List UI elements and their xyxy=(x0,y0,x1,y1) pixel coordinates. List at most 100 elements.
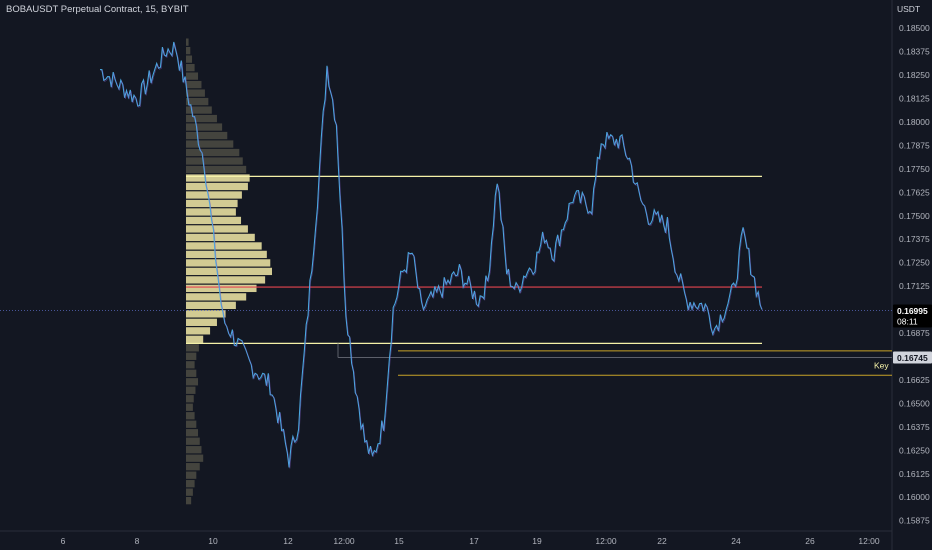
profile-bar xyxy=(186,497,192,505)
profile-bar xyxy=(186,114,217,123)
profile-bar xyxy=(186,97,209,106)
price-tick-label: 0.15875 xyxy=(899,516,930,526)
profile-bar xyxy=(186,148,240,157)
price-tick-label: 0.18125 xyxy=(899,94,930,104)
key-label: Key xyxy=(874,360,889,370)
profile-bar xyxy=(186,216,242,225)
price-tick-label: 0.17500 xyxy=(899,211,930,221)
profile-bar xyxy=(186,429,199,437)
profile-bar xyxy=(186,182,248,191)
time-tick-label: 8 xyxy=(135,536,140,546)
profile-bar xyxy=(186,199,238,208)
profile-bar xyxy=(186,123,223,131)
time-axis[interactable]: 6 8 10 12 12:00 15 17 19 12:00 22 24 26 12:00 xyxy=(61,536,880,546)
profile-bar xyxy=(186,310,226,318)
profile-bar xyxy=(186,446,202,454)
profile-bar xyxy=(186,38,189,46)
time-tick-label: 26 xyxy=(805,536,815,546)
profile-bar xyxy=(186,318,217,326)
profile-bar xyxy=(186,352,197,360)
profile-bar xyxy=(186,471,197,479)
time-tick-label: 19 xyxy=(532,536,542,546)
profile-bar xyxy=(186,301,236,310)
profile-bar xyxy=(186,55,193,63)
price-tick-label: 0.16250 xyxy=(899,445,930,455)
price-tick-label: 0.18375 xyxy=(899,47,930,57)
time-tick-label: 22 xyxy=(657,536,667,546)
bar-countdown: 08:11 xyxy=(897,317,918,327)
price-tick-label: 0.16875 xyxy=(899,328,930,338)
time-tick-label: 17 xyxy=(469,536,479,546)
profile-bar xyxy=(186,395,194,403)
time-tick-label: 15 xyxy=(394,536,404,546)
profile-bar xyxy=(186,225,248,233)
profile-bar xyxy=(186,157,243,165)
profile-bar xyxy=(186,250,267,259)
profile-bar xyxy=(186,454,204,462)
symbol-title[interactable]: BOBAUSDT Perpetual Contract, 15, BYBIT xyxy=(6,4,189,15)
profile-bar xyxy=(186,267,272,276)
profile-bar xyxy=(186,80,202,89)
price-tick-label: 0.17125 xyxy=(899,281,930,291)
profile-bar xyxy=(186,72,199,80)
profile-bar xyxy=(186,327,211,335)
profile-bar xyxy=(186,344,199,352)
price-tick-label: 0.16625 xyxy=(899,375,930,385)
price-tick-label: 0.18250 xyxy=(899,70,930,80)
profile-bar xyxy=(186,276,266,284)
currency-label: USDT xyxy=(897,4,921,14)
time-tick-label: 12:00 xyxy=(858,536,880,546)
price-tick-label: 0.17625 xyxy=(899,187,930,197)
last-price-badge xyxy=(893,304,932,328)
level-lines xyxy=(0,175,892,376)
price-tick-label: 0.17375 xyxy=(899,234,930,244)
profile-bar xyxy=(186,106,212,114)
profile-bar xyxy=(186,420,197,428)
price-tick-label: 0.17875 xyxy=(899,140,930,150)
profile-bar xyxy=(186,293,247,301)
key-price-value: 0.16745 xyxy=(897,353,928,363)
price-tick-label: 0.17250 xyxy=(899,258,930,268)
time-tick-label: 10 xyxy=(208,536,218,546)
price-tick-label: 0.18500 xyxy=(899,23,930,33)
time-tick-label: 12 xyxy=(283,536,293,546)
profile-bar xyxy=(186,191,242,199)
profile-bar xyxy=(186,378,199,386)
price-tick-label: 0.16500 xyxy=(899,398,930,408)
time-tick-label: 12:00 xyxy=(333,536,355,546)
profile-bar xyxy=(186,488,193,496)
profile-bar xyxy=(186,63,195,72)
price-tick-label: 0.16125 xyxy=(899,469,930,479)
profile-bar xyxy=(186,259,271,267)
time-tick-label: 6 xyxy=(61,536,66,546)
profile-bar xyxy=(186,46,191,55)
profile-bar xyxy=(186,233,255,242)
last-price-value: 0.16995 xyxy=(897,306,928,316)
price-tick-label: 0.18000 xyxy=(899,117,930,127)
profile-bar xyxy=(186,361,195,369)
profile-bar xyxy=(186,89,205,97)
price-series xyxy=(99,41,764,469)
key-label-bg xyxy=(872,360,890,371)
profile-bar xyxy=(186,403,193,411)
profile-bar xyxy=(186,140,234,148)
profile-bar xyxy=(186,463,200,471)
time-tick-label: 12:00 xyxy=(595,536,617,546)
profile-bar xyxy=(186,480,195,488)
profile-bar xyxy=(186,131,228,140)
time-tick-label: 24 xyxy=(731,536,741,546)
price-tick-label: 0.16000 xyxy=(899,492,930,502)
price-wick-line xyxy=(100,43,764,469)
price-axis[interactable]: 0.18500 0.18375 0.18250 0.18125 0.18000 0.178… xyxy=(899,23,930,526)
profile-bar xyxy=(186,242,262,250)
profile-bar xyxy=(186,412,195,420)
profile-bar xyxy=(186,369,197,377)
profile-bar xyxy=(186,284,257,293)
price-line xyxy=(99,41,763,468)
profile-bar xyxy=(186,437,200,445)
price-tick-label: 0.17750 xyxy=(899,164,930,174)
key-price-badge xyxy=(893,351,932,364)
